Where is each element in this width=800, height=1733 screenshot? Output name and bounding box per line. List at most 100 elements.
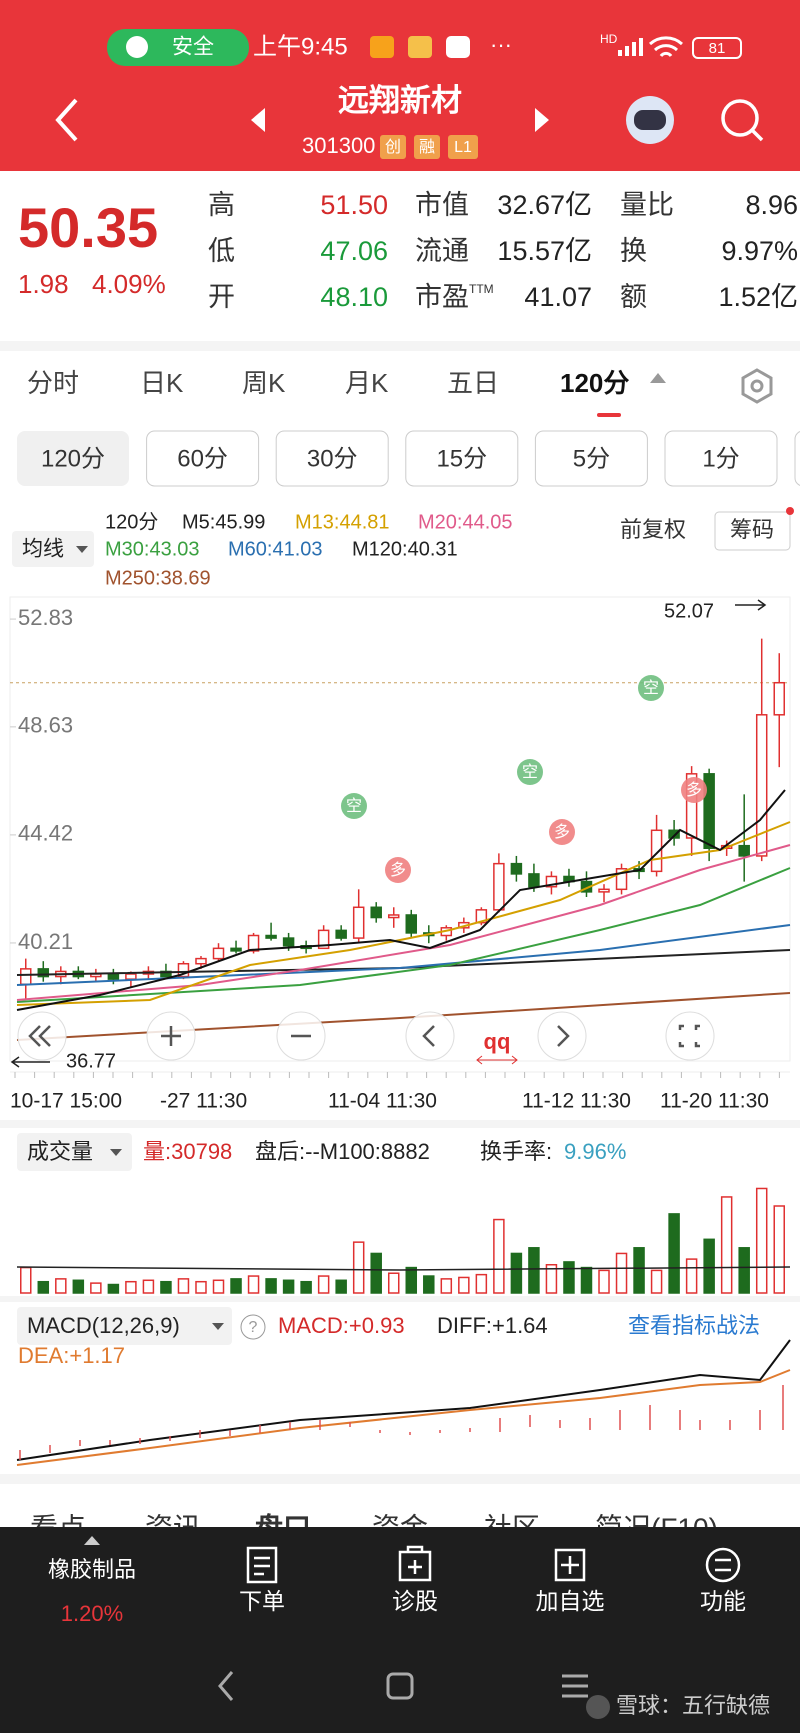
nav-label[interactable]: 诊股	[392, 1588, 438, 1614]
change: 1.98	[18, 269, 69, 299]
diff-line	[16, 1339, 791, 1461]
volume-bar	[335, 1279, 347, 1294]
macd-button[interactable]	[17, 1307, 232, 1345]
volume-bar	[90, 1282, 102, 1294]
battery	[692, 37, 742, 59]
y-tick-label: 48.63	[18, 713, 73, 738]
sub-tab[interactable]	[794, 431, 800, 486]
candle-body	[685, 773, 698, 839]
chart-control[interactable]	[537, 1011, 587, 1061]
x-label: 11-20 11:30	[660, 1090, 769, 1113]
sub-tab[interactable]	[275, 430, 389, 487]
next-stock[interactable]	[535, 108, 549, 132]
sector[interactable]: 橡胶制品	[48, 1557, 136, 1582]
candle-body	[370, 906, 382, 919]
quote-value: 48.10	[320, 282, 388, 312]
divider	[0, 1120, 800, 1128]
candle-body	[615, 868, 628, 891]
candle-body	[475, 909, 488, 924]
adjust[interactable]: 前复权	[620, 517, 686, 542]
search-handle	[750, 128, 764, 142]
nav-icon[interactable]	[705, 1547, 741, 1583]
wifi-icon	[649, 36, 683, 58]
volume-bar	[650, 1269, 663, 1294]
prev-stock[interactable]	[251, 108, 265, 132]
sub-tab[interactable]	[146, 430, 260, 487]
dea-value: DEA:+1.17	[18, 1343, 125, 1368]
quote-label: 额	[620, 282, 647, 312]
quote-value: 1.52亿	[718, 282, 798, 312]
candle-body	[282, 937, 295, 947]
indicator-link[interactable]: 查看指标战法	[628, 1313, 760, 1338]
nav-label[interactable]: 加自选	[536, 1588, 605, 1614]
period-tab[interactable]: 周K	[242, 368, 286, 398]
period-tab[interactable]: 五日	[447, 368, 499, 398]
period-tab[interactable]: 月K	[345, 368, 389, 398]
sys-back[interactable]	[218, 1671, 234, 1701]
y-tick-label: 52.83	[18, 605, 73, 630]
ma-value: M60:41.03	[228, 538, 323, 560]
badge	[448, 135, 478, 159]
signal-text: 空	[522, 763, 538, 781]
candle-body	[738, 844, 750, 857]
shield-icon	[126, 36, 148, 58]
app-icon	[446, 36, 470, 58]
nav-label[interactable]: 功能	[700, 1588, 746, 1614]
y-tick-label: 40.21	[18, 929, 73, 954]
sys-menu[interactable]	[562, 1674, 588, 1698]
signal-marker	[549, 819, 575, 845]
period-tab[interactable]: 120分	[560, 368, 629, 398]
ma-value: M20:44.05	[418, 511, 513, 533]
nav-label[interactable]: 下单	[239, 1588, 285, 1614]
x-label: 10-17 15:00	[10, 1090, 122, 1113]
nav-icon[interactable]	[398, 1545, 432, 1582]
price: 50.35	[18, 196, 158, 259]
volume-bar	[55, 1278, 67, 1294]
search-icon[interactable]	[721, 99, 759, 137]
signal-text: 多	[686, 781, 702, 799]
period-tab[interactable]: 分时	[27, 368, 79, 398]
chart-control[interactable]	[17, 1011, 67, 1061]
volume-bar	[37, 1280, 50, 1294]
sys-home[interactable]	[386, 1672, 414, 1700]
chips-button[interactable]	[714, 511, 791, 551]
candle-body	[317, 929, 330, 950]
chart-control[interactable]	[665, 1011, 715, 1061]
volume-bar	[580, 1266, 593, 1294]
candle-body	[528, 873, 540, 888]
volume-button[interactable]	[17, 1133, 132, 1171]
dropdown-arrow	[110, 1149, 122, 1156]
chips-text: 筹码	[730, 517, 774, 542]
sub-tab[interactable]	[534, 430, 648, 487]
quote-value: 32.67亿	[497, 190, 592, 220]
sub-tab[interactable]	[17, 431, 129, 486]
sector-arrow	[84, 1536, 100, 1545]
back-button[interactable]	[55, 98, 78, 142]
nav-items: 下单 诊股 加自选 功能	[239, 1545, 746, 1614]
tab-underline	[597, 413, 621, 417]
dea-line	[16, 1369, 791, 1466]
quote-label: 低	[208, 236, 235, 266]
settings-icon[interactable]	[741, 368, 773, 404]
period-tab[interactable]: 日K	[140, 368, 184, 398]
nav-icon[interactable]	[246, 1546, 278, 1584]
battery-level: 81	[709, 40, 726, 57]
sub-tab[interactable]	[664, 430, 778, 487]
candle-body	[125, 973, 137, 980]
sub-tab[interactable]	[405, 430, 519, 487]
badge	[414, 135, 440, 159]
signal-hd: HD	[600, 32, 618, 46]
candle-body	[107, 973, 120, 980]
volume-bar	[685, 1258, 698, 1294]
stock-name: 远翔新材	[338, 83, 462, 118]
ma-button[interactable]	[12, 531, 94, 567]
quote-label: 市盈	[415, 282, 469, 312]
app-icon	[370, 36, 394, 58]
chart-control[interactable]	[405, 1011, 455, 1061]
nav-icon[interactable]	[554, 1548, 586, 1582]
help-icon[interactable]	[240, 1314, 266, 1340]
ma-value: M5:45.99	[182, 511, 265, 533]
volume-bar	[195, 1280, 207, 1294]
